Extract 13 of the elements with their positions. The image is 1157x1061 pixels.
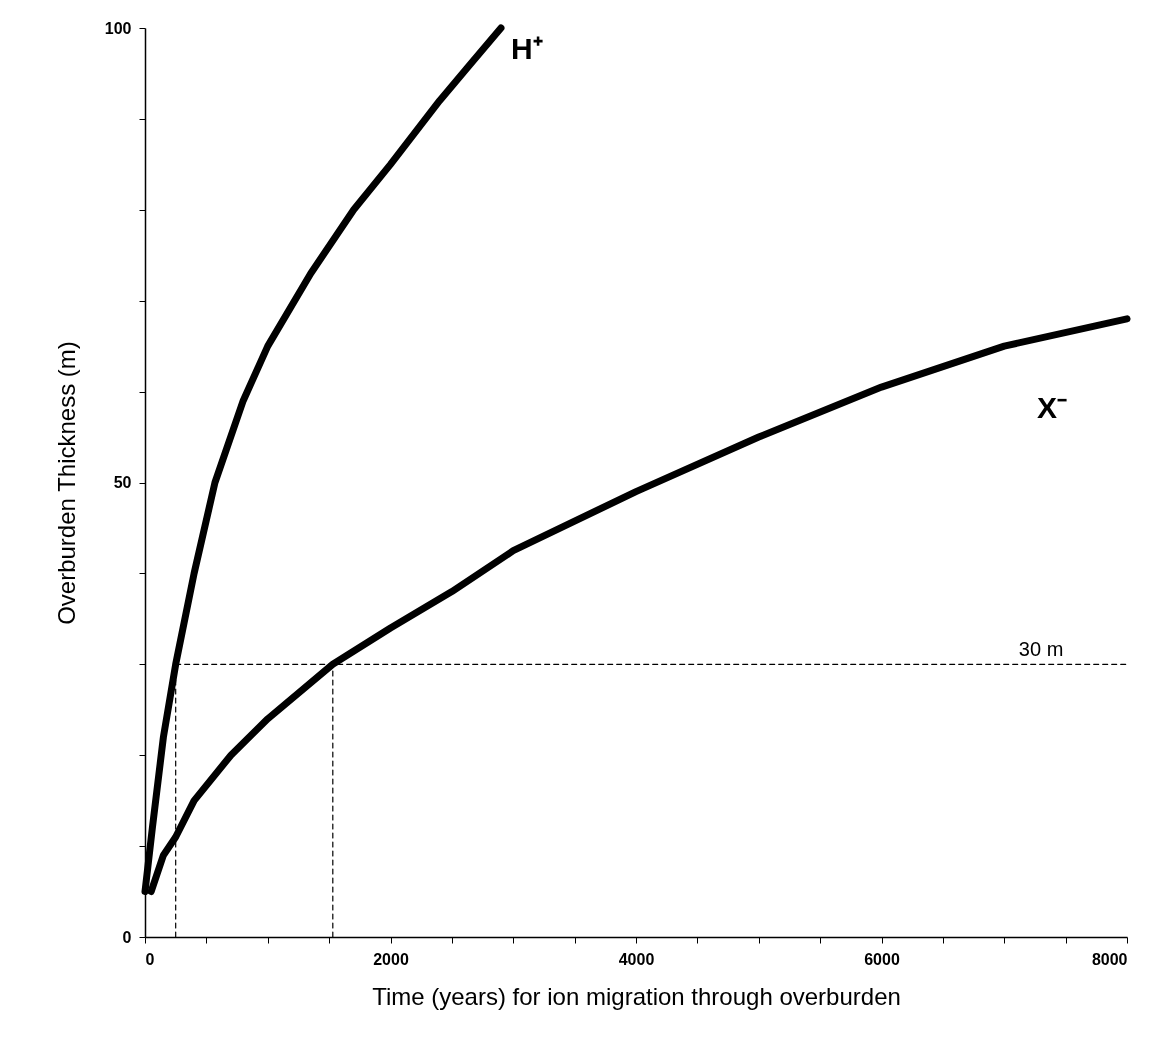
- x-tick-label: 2000: [373, 950, 409, 968]
- annotation: 30 m: [1018, 638, 1064, 661]
- x-tick-label: 6000: [864, 950, 900, 968]
- x-tick-label: 0: [145, 950, 155, 968]
- x-tick-label: 8000: [1091, 950, 1128, 968]
- series-label: X⁻: [1036, 390, 1067, 424]
- y-tick-label: 100: [104, 19, 132, 37]
- y-axis-title: Overburden Thickness (m): [52, 341, 80, 625]
- series-label: H⁺: [510, 32, 543, 65]
- x-tick-label: 4000: [618, 950, 655, 968]
- y-tick-label: 0: [122, 928, 132, 946]
- x-axis-title: Time (years) for ion migration through overburden: [372, 982, 901, 1010]
- y-tick-label: 50: [113, 474, 132, 491]
